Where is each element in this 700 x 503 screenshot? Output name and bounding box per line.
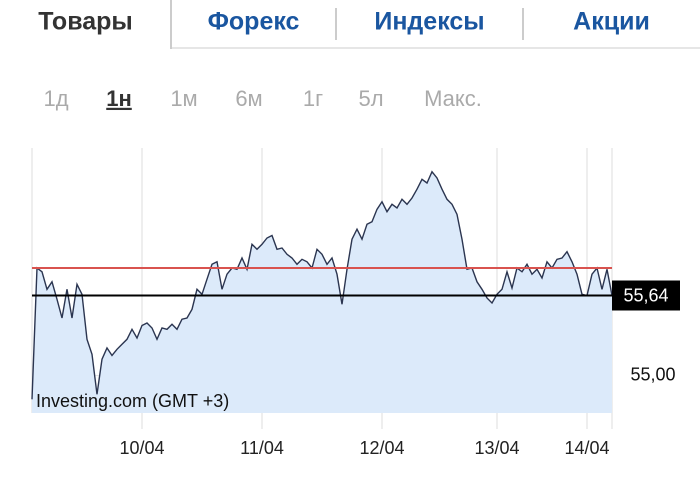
range-button[interactable]: 1м xyxy=(170,86,197,111)
tab[interactable]: Товары xyxy=(38,8,133,36)
area xyxy=(32,171,612,413)
x-tick-label: 13/04 xyxy=(474,438,519,458)
range-button[interactable]: 1н xyxy=(106,86,132,111)
watermark: Investing.com (GMT +3) xyxy=(36,391,229,411)
y-tick-label: 55,00 xyxy=(630,364,675,384)
range-button[interactable]: Макс. xyxy=(424,86,482,111)
range-button[interactable]: 1д xyxy=(43,86,68,111)
x-tick-label: 12/04 xyxy=(359,438,404,458)
x-tick-label: 14/04 xyxy=(564,438,609,458)
tab[interactable]: Форекс xyxy=(208,8,300,36)
x-tick-label: 11/04 xyxy=(240,438,284,458)
tab[interactable]: Акции xyxy=(573,8,650,36)
range-button[interactable]: 6м xyxy=(235,86,262,111)
range-button[interactable]: 1г xyxy=(303,86,323,111)
range-button[interactable]: 5л xyxy=(358,86,383,111)
x-tick-label: 10/04 xyxy=(119,438,164,458)
price-line xyxy=(31,170,613,400)
tab[interactable]: Индексы xyxy=(374,8,484,36)
last-price-box xyxy=(612,280,680,311)
tab-active-bg xyxy=(0,0,171,49)
last-price-label: 55,64 xyxy=(623,285,668,305)
